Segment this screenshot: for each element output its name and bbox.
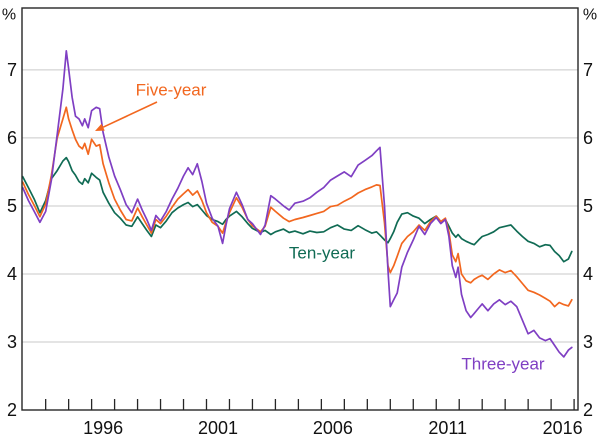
y-axis-label-right-6: 6 [583, 128, 593, 148]
x-axis-label-2011: 2011 [428, 418, 467, 438]
y-axis-label-left-6: 6 [7, 128, 17, 148]
x-axis-label-2006: 2006 [313, 418, 353, 438]
y-axis-label-right-4: 4 [583, 264, 593, 284]
y-axis-label-left-5: 5 [7, 196, 17, 216]
five-year-label: Five-year [136, 81, 207, 100]
y-axis-label-left-3: 3 [7, 332, 17, 352]
five-year-label-arrowhead-icon [95, 123, 105, 131]
series-line-ten-year [21, 156, 573, 263]
y-axis-label-right-2: 2 [583, 400, 593, 420]
x-axis-label-1996: 1996 [83, 418, 123, 438]
y-axis-unit-right: % [583, 7, 597, 24]
five-year-label-arrow-line [102, 101, 158, 128]
plot-border [21, 7, 579, 411]
y-axis-label-right-5: 5 [583, 196, 593, 216]
x-axis-label-2001: 2001 [198, 418, 238, 438]
x-axis-label-2016: 2016 [543, 418, 583, 438]
series-line-three-year [21, 50, 573, 358]
y-axis-label-right-7: 7 [583, 60, 593, 80]
y-axis-label-left-2: 2 [7, 400, 17, 420]
y-axis-label-right-3: 3 [583, 332, 593, 352]
y-axis-label-left-7: 7 [7, 60, 17, 80]
three-year-label: Three-year [461, 355, 544, 374]
series-line-five-year [21, 106, 573, 308]
y-axis-label-left-4: 4 [7, 264, 17, 284]
ten-year-label: Ten-year [289, 244, 355, 263]
y-axis-unit-left: % [2, 7, 16, 24]
